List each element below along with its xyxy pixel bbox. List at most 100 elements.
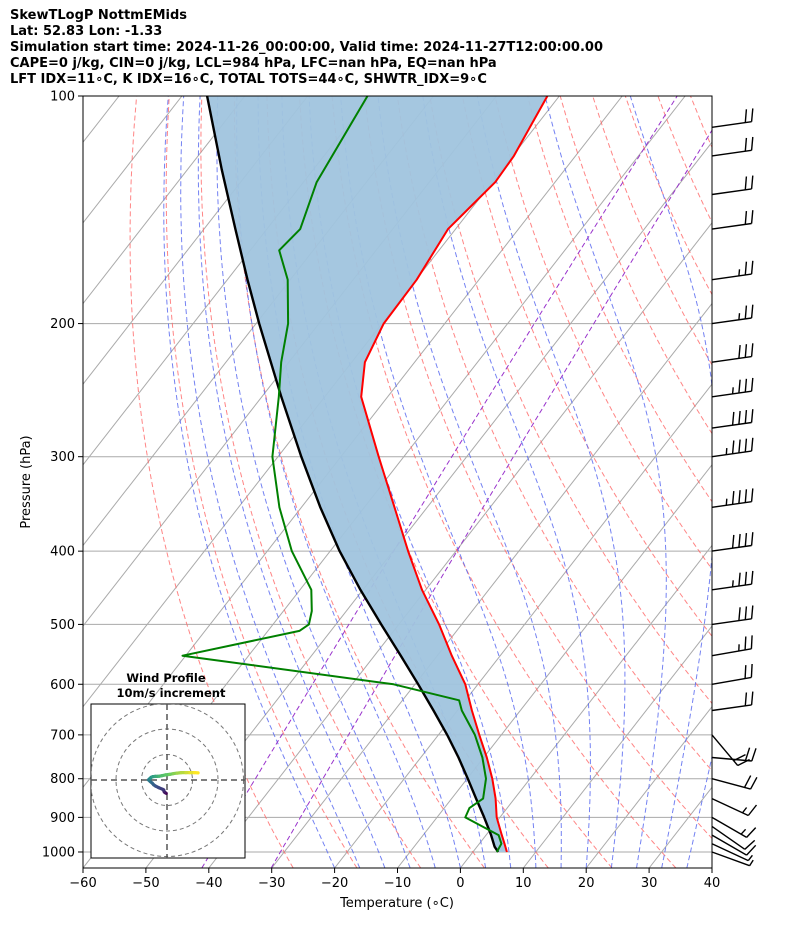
moist-adiabat xyxy=(180,96,361,868)
barb-staff xyxy=(711,273,752,281)
wind-barb xyxy=(711,377,754,398)
wind-barb xyxy=(711,747,757,762)
wind-barb xyxy=(711,605,754,626)
wind-barb xyxy=(711,210,754,230)
dry-adiabat xyxy=(527,96,712,503)
barb-half-flag xyxy=(725,448,728,455)
barb-flag xyxy=(750,260,754,275)
barb-flag xyxy=(738,410,741,425)
barb-staff xyxy=(711,851,750,867)
y-tick-label: 1000 xyxy=(42,845,75,860)
isotherm-line xyxy=(83,96,309,385)
wind-barb xyxy=(711,532,754,552)
x-tick-label: 20 xyxy=(578,876,595,891)
cin-shading xyxy=(207,96,548,852)
isotherm-line xyxy=(83,96,560,708)
isotherm-line xyxy=(522,625,712,868)
barb-flag xyxy=(744,137,748,152)
barb-staff xyxy=(711,648,752,657)
barb-staff xyxy=(711,121,752,128)
barb-flag xyxy=(744,533,748,547)
isotherm-line xyxy=(208,222,712,868)
hodograph-subtitle: 10m/s increment xyxy=(117,686,226,700)
barb-staff xyxy=(711,355,752,363)
x-tick-label: −10 xyxy=(384,876,411,891)
barb-flag xyxy=(738,607,741,621)
barb-flag xyxy=(750,570,754,585)
x-tick-label: −40 xyxy=(195,876,222,891)
barb-flag xyxy=(744,109,748,123)
barb-flag xyxy=(744,692,748,706)
x-tick-label: −50 xyxy=(132,876,159,891)
barb-half-flag xyxy=(731,387,734,394)
dry-adiabat xyxy=(233,96,485,868)
moist-adiabat xyxy=(308,96,512,868)
barb-flag xyxy=(744,438,748,453)
hodograph-frame xyxy=(90,703,246,859)
moist-adiabat xyxy=(544,96,667,868)
barb-staff xyxy=(711,797,749,817)
axes: Temperature (∘C) Pressure (hPa) −60 −50 −4… xyxy=(19,90,720,912)
barb-flag xyxy=(750,635,753,649)
x-axis-label: Temperature (∘C) xyxy=(339,896,454,911)
dry-adiabat xyxy=(200,96,422,868)
barb-flag xyxy=(750,136,754,151)
barb-flag xyxy=(750,108,754,122)
barb-flag xyxy=(738,379,741,394)
time-line: Simulation start time: 2024-11-26_00:00:… xyxy=(10,40,603,55)
wind-barb xyxy=(711,691,754,712)
isotherm-line xyxy=(145,141,712,868)
temperature-line xyxy=(360,96,549,853)
barb-flag xyxy=(744,839,756,850)
dry-adiabat xyxy=(429,96,712,705)
y-tick-label: 800 xyxy=(50,772,75,787)
moist-adiabat xyxy=(197,96,386,868)
wind-barb xyxy=(711,816,757,839)
chart-title: SkewTLogP NottmEMids xyxy=(10,8,188,23)
dry-adiabat xyxy=(788,96,794,868)
barb-half-flag xyxy=(741,807,748,814)
y-tick-label: 400 xyxy=(50,545,75,560)
y-tick-label: 900 xyxy=(50,811,75,826)
isotherm-line xyxy=(334,383,712,868)
mixing-ratio-line xyxy=(201,96,678,868)
wind-barb xyxy=(711,663,753,685)
barb-flag xyxy=(750,532,754,546)
dry-adiabat xyxy=(129,96,294,868)
y-tick-label: 700 xyxy=(50,728,75,743)
isotherm-line xyxy=(271,302,712,868)
wind-barb xyxy=(711,797,758,817)
dry-adiabat xyxy=(624,96,712,296)
y-tick-label: 500 xyxy=(50,618,75,633)
dewpoint-line xyxy=(181,96,503,853)
barb-flag xyxy=(750,210,754,224)
wind-barb xyxy=(711,851,754,867)
barb-half-flag xyxy=(731,580,734,587)
x-tick-label: −30 xyxy=(258,876,285,891)
barb-flag xyxy=(744,636,747,650)
isotherm-line xyxy=(460,544,712,868)
dry-adiabat xyxy=(756,96,794,868)
barb-staff xyxy=(711,149,752,157)
barb-flag xyxy=(750,605,754,619)
wind-barb xyxy=(711,570,754,591)
wind-barb xyxy=(711,136,754,157)
dry-adiabat xyxy=(494,96,712,570)
barb-staff xyxy=(711,421,752,429)
y-tick-label: 200 xyxy=(50,317,75,332)
x-tick-label: 40 xyxy=(704,876,721,891)
barb-flag xyxy=(750,175,754,189)
barb-staff xyxy=(711,704,752,712)
barb-flag xyxy=(746,827,757,838)
barb-flag xyxy=(731,440,735,454)
barb-staff xyxy=(711,778,751,790)
barb-flag xyxy=(746,844,757,856)
moist-adiabat xyxy=(236,96,436,868)
barb-staff xyxy=(711,734,739,766)
x-tick-label: 30 xyxy=(641,876,658,891)
barb-flag xyxy=(750,409,754,423)
barb-half-flag xyxy=(747,854,753,862)
wind-barb xyxy=(711,775,758,790)
isotherm-line xyxy=(83,96,246,305)
barb-flag xyxy=(744,606,748,620)
